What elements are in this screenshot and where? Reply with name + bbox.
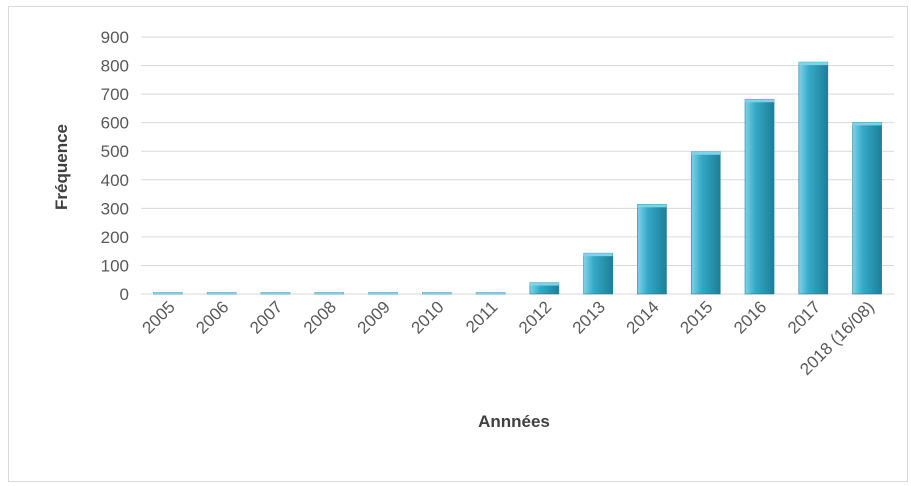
bar-top-cap: [368, 292, 398, 294]
x-tick-label: 2016: [730, 297, 770, 337]
bar: [637, 204, 667, 295]
x-tick-label: 2011: [462, 297, 501, 336]
bar: [690, 151, 721, 295]
x-tick-label: 2007: [246, 297, 286, 337]
gridlines: [141, 36, 894, 295]
bar-top-cap: [745, 99, 775, 103]
y-tick-label: 100: [101, 256, 129, 275]
x-tick-label: 2017: [784, 297, 824, 337]
bar: [798, 61, 829, 295]
bars: [153, 61, 882, 295]
y-tick-label: 500: [101, 142, 129, 161]
bar: [583, 252, 613, 295]
x-tick-label: 2009: [354, 297, 394, 337]
x-tick-label: 2010: [407, 297, 447, 337]
bar-top-cap: [798, 62, 828, 66]
y-tick-label: 800: [101, 57, 129, 76]
bar: [744, 98, 775, 295]
bar-top-cap: [207, 292, 237, 294]
chart-frame: 0 100 200 300 400 500 600 700 800 900 2005 2006 200…: [8, 6, 908, 482]
x-axis-tick-labels: 2005 2006 2007 2008 2009 2010 2011 2012 2013 2014…: [139, 297, 878, 379]
x-tick-label: 2013: [569, 297, 609, 337]
bar-top-cap: [422, 292, 452, 294]
y-axis-tick-labels: 0 100 200 300 400 500 600 700 800 900: [101, 28, 129, 304]
x-tick-label: 2012: [515, 297, 555, 337]
x-tick-label: 2005: [139, 297, 179, 337]
y-tick-label: 200: [101, 228, 129, 247]
x-tick-label: 2015: [676, 297, 716, 337]
y-tick-label: 400: [101, 171, 129, 190]
y-tick-label: 300: [101, 199, 129, 218]
bar-top-cap: [529, 282, 559, 286]
bar-top-cap: [637, 204, 667, 208]
bar-top-cap: [476, 292, 506, 294]
y-tick-label: 900: [101, 28, 129, 47]
bar-top-cap: [314, 292, 344, 294]
bar: [852, 122, 882, 295]
bar-top-cap: [852, 122, 882, 126]
x-tick-label: 2006: [192, 297, 232, 337]
y-tick-label: 0: [120, 285, 129, 304]
y-tick-label: 600: [101, 114, 129, 133]
bar-top-cap: [153, 292, 183, 294]
y-axis-title: Fréquence: [52, 124, 71, 210]
y-tick-label: 700: [101, 85, 129, 104]
bar-top-cap: [583, 253, 613, 257]
x-tick-label: 2008: [300, 297, 340, 337]
x-axis-title: Annnées: [478, 412, 550, 431]
bar-top-cap: [691, 151, 721, 155]
bar-top-cap: [260, 292, 290, 294]
x-tick-label: 2014: [623, 297, 663, 337]
